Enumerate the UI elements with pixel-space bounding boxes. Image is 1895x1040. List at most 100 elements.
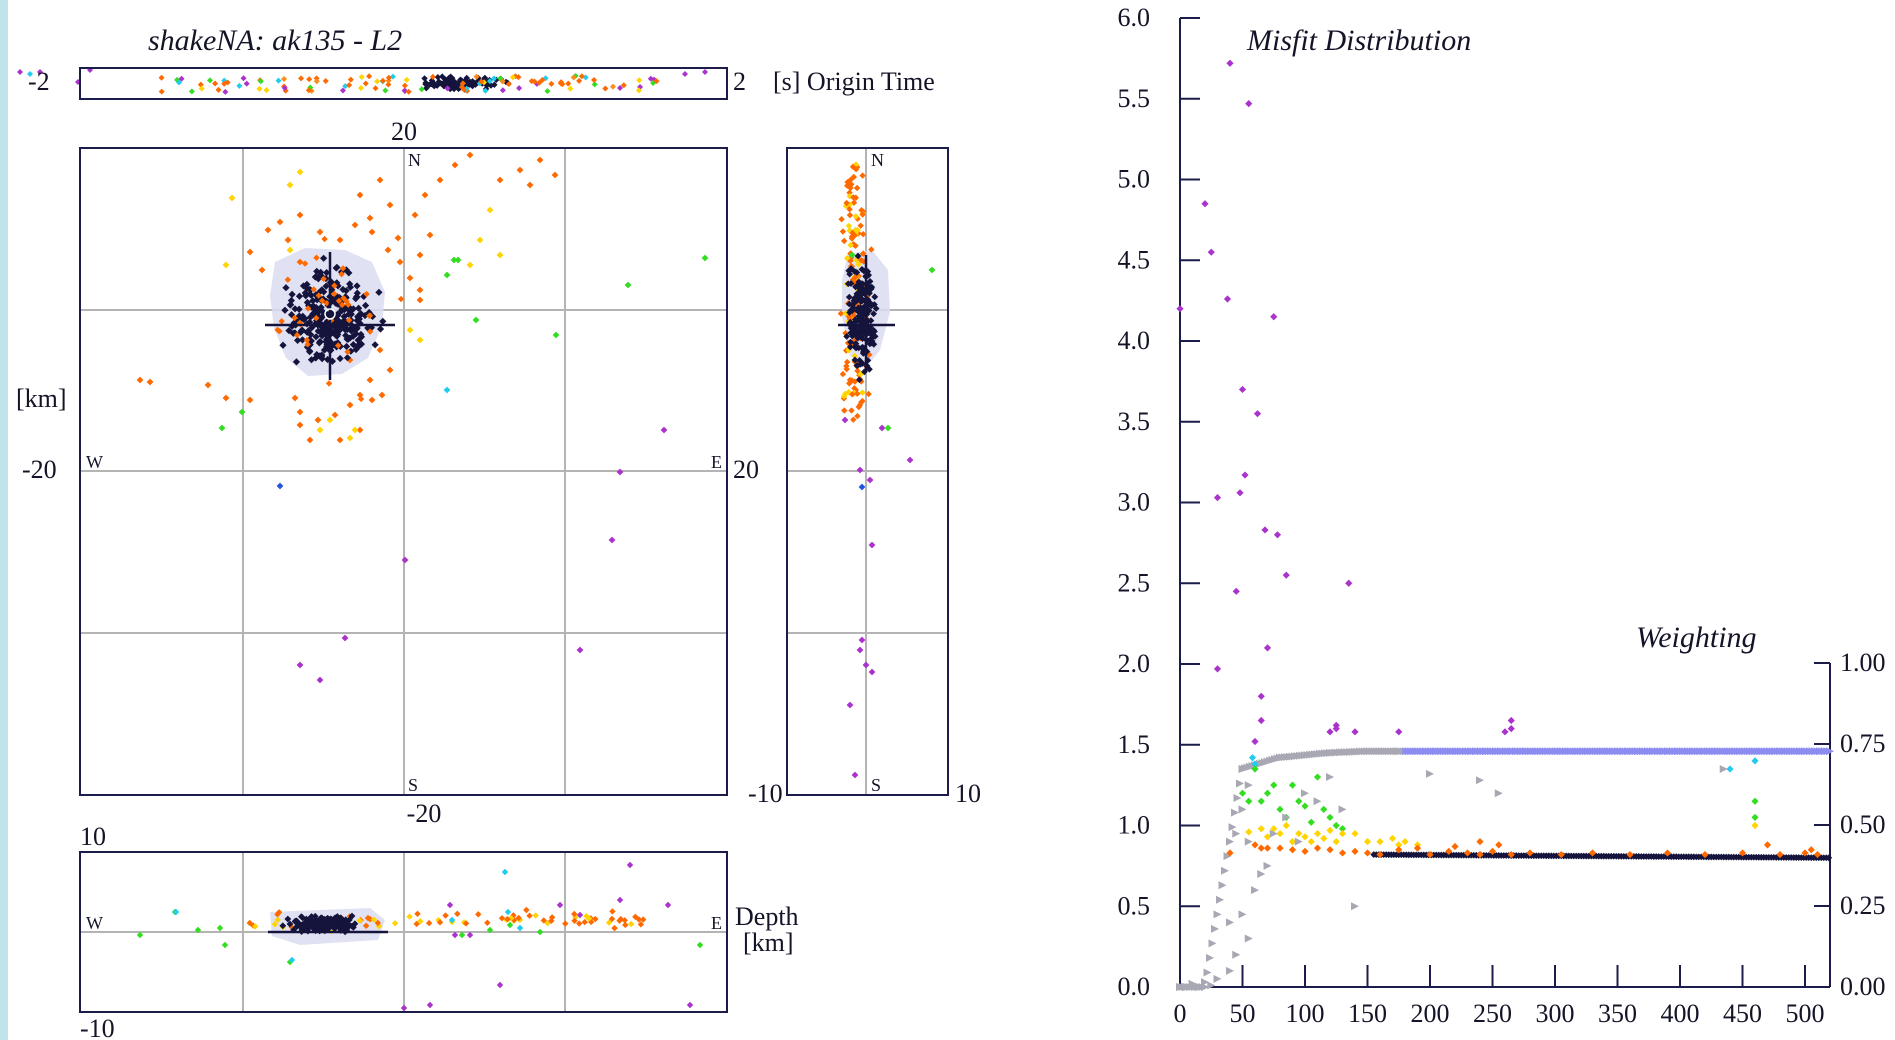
side-point-orange	[852, 242, 859, 249]
side-point-best	[851, 268, 859, 275]
chart-y-tick-label: 1.5	[1118, 730, 1151, 759]
gray-trial-point	[1282, 813, 1291, 822]
depth-point-orange	[462, 920, 470, 927]
side-point-orange	[846, 211, 854, 219]
misfit-point	[1388, 834, 1397, 843]
misfit-point	[1476, 838, 1484, 846]
map-point-orange	[276, 218, 284, 226]
map-point-best	[347, 347, 355, 355]
chart-x-tick-label: 100	[1286, 999, 1325, 1028]
map-y-unit: [km]	[16, 384, 67, 413]
origin-point	[576, 77, 583, 84]
depth-point-best	[298, 913, 305, 921]
side-point-best	[871, 332, 879, 340]
misfit-point	[1776, 850, 1784, 859]
depth-point-orange	[414, 910, 421, 918]
side-point-orange	[851, 378, 859, 385]
depth-east-label: E	[711, 913, 722, 933]
map-point-orange	[368, 228, 376, 236]
misfit-point	[1313, 829, 1322, 838]
misfit-point	[1345, 579, 1353, 587]
weighting-curve-point	[1223, 852, 1232, 861]
depth-point-orange	[356, 917, 363, 924]
misfit-point	[1338, 849, 1347, 857]
origin-point	[197, 81, 204, 88]
depth-point-best	[337, 914, 345, 922]
misfit-point	[1338, 829, 1347, 838]
map-point-best	[281, 306, 289, 314]
misfit-point	[1801, 849, 1809, 857]
map-point-orange	[284, 276, 292, 283]
origin-point	[570, 74, 577, 81]
misfit-point	[1270, 313, 1278, 321]
origin-point	[158, 74, 165, 81]
chart-y2-tick-label: 0.50	[1840, 810, 1886, 839]
side-point-best	[847, 338, 855, 346]
map-point-best	[307, 356, 316, 364]
map-point-orange	[316, 228, 324, 236]
map-point-best	[352, 295, 360, 303]
map-point-best	[346, 283, 354, 291]
depth-point-best	[302, 915, 310, 923]
map-point-best	[342, 331, 350, 340]
side-point-orange	[866, 351, 873, 358]
misfit-chart: Misfit Distribution Weighting 0.0 0.5 1.0 1…	[1118, 3, 1886, 1028]
misfit-point	[1295, 797, 1303, 805]
map-point-best	[353, 282, 361, 290]
chart-x-tick-label: 350	[1598, 999, 1637, 1028]
origin-point-purple	[702, 69, 708, 75]
map-point-yellow	[296, 168, 304, 176]
depth-point-orange	[507, 915, 515, 922]
origin-point	[263, 87, 270, 94]
map-point-orange	[345, 317, 353, 324]
map-point-yellow	[222, 261, 230, 269]
origin-point	[372, 85, 379, 92]
misfit-point	[1320, 834, 1328, 843]
map-point-orange	[351, 221, 359, 229]
map-point-purple	[616, 468, 624, 476]
gray-trial-point	[1338, 805, 1347, 814]
map-point-best	[349, 305, 357, 313]
gray-trial-point	[1226, 918, 1234, 927]
side-point-orange	[847, 184, 854, 192]
map-point-orange	[366, 376, 374, 384]
misfit-point	[1338, 825, 1347, 833]
misfit-point	[1253, 410, 1262, 418]
map-point-orange	[306, 436, 314, 444]
weighting-curve-point	[1226, 837, 1234, 846]
map-point-orange	[264, 226, 272, 234]
map-point-green	[450, 256, 458, 264]
depth-point-purple	[446, 901, 454, 909]
map-point-best	[328, 357, 337, 365]
misfit-point	[1276, 805, 1284, 813]
side-point-best	[852, 340, 860, 347]
map-point-orange	[416, 251, 424, 259]
chart-y-axis: 0.0 0.5 1.0 1.5 2.0 2.5 3.0 3.5 4.0 4.5 5.0 5.5 6.0	[1118, 3, 1200, 1001]
side-point-orange	[842, 202, 850, 210]
depth-point-orange	[523, 906, 530, 914]
map-point-best	[361, 311, 369, 320]
origin-point	[379, 77, 386, 84]
depth-point-orange	[366, 916, 374, 923]
origin-point	[178, 75, 185, 82]
depth-point-best	[348, 912, 356, 920]
side-point-orange	[852, 166, 860, 173]
map-point-orange	[397, 295, 405, 303]
misfit-point	[1251, 841, 1259, 849]
depth-point-purple	[426, 1001, 434, 1009]
origin-point-best	[441, 76, 449, 83]
chart-y-tick-label: 4.0	[1118, 326, 1151, 355]
origin-time-markers	[17, 67, 708, 95]
misfit-point	[1257, 825, 1265, 833]
map-point-best	[347, 327, 355, 335]
side-points	[837, 161, 936, 779]
side-point-orange	[852, 213, 860, 220]
side-point-orange	[859, 397, 866, 405]
origin-point	[339, 87, 346, 94]
gray-trial-point	[1188, 979, 1197, 988]
depth-point-orange	[571, 917, 578, 924]
origin-point	[636, 77, 643, 84]
side-point-best	[870, 301, 878, 308]
gray-trial-point	[1232, 829, 1241, 838]
misfit-point	[1363, 849, 1372, 857]
